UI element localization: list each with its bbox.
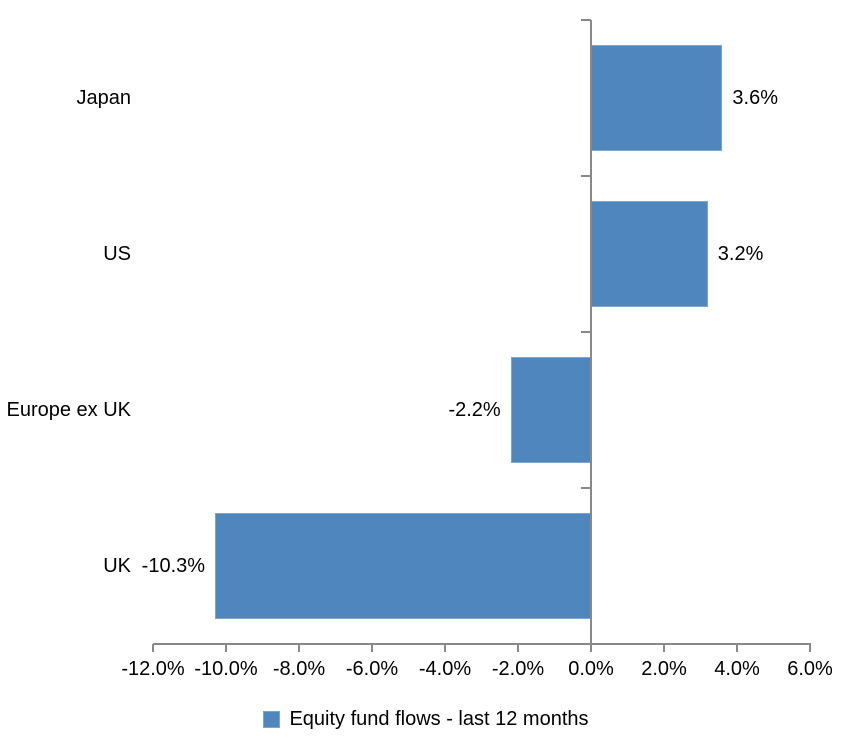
x-tick-2 — [298, 644, 300, 652]
category-tick-0 — [581, 19, 591, 21]
x-tick-label-6: 0.0% — [568, 658, 614, 680]
category-tick-1 — [581, 175, 591, 177]
category-label-europe-ex-uk: Europe ex UK — [6, 399, 131, 421]
x-tick-3 — [371, 644, 373, 652]
bar-uk — [215, 513, 591, 619]
x-tick-6 — [590, 644, 592, 652]
x-tick-0 — [152, 644, 154, 652]
x-tick-1 — [225, 644, 227, 652]
data-label-europe-ex-uk: -2.2% — [448, 399, 501, 421]
category-label-japan: Japan — [76, 87, 132, 109]
category-label-us: US — [103, 243, 131, 265]
data-label-japan: 3.6% — [732, 87, 778, 109]
category-tick-2 — [581, 331, 591, 333]
x-tick-9 — [809, 644, 811, 652]
bar-us — [591, 201, 708, 307]
x-tick-label-0: -12.0% — [121, 658, 185, 680]
x-tick-4 — [444, 644, 446, 652]
legend-label: Equity fund flows - last 12 months — [289, 707, 589, 730]
x-tick-8 — [736, 644, 738, 652]
x-tick-label-4: -4.0% — [418, 658, 472, 680]
category-label-uk: UK — [103, 555, 131, 577]
x-tick-label-9: 6.0% — [787, 658, 833, 680]
bar-japan — [591, 45, 723, 151]
x-tick-label-8: 4.0% — [714, 658, 760, 680]
x-axis-line — [153, 643, 811, 645]
x-tick-label-7: 2.0% — [641, 658, 687, 680]
x-tick-label-2: -8.0% — [272, 658, 326, 680]
x-tick-label-5: -2.0% — [491, 658, 545, 680]
bar-europe-ex-uk — [510, 357, 591, 463]
category-tick-3 — [581, 487, 591, 489]
x-tick-label-1: -10.0% — [194, 658, 258, 680]
legend-swatch-icon — [263, 710, 281, 728]
x-tick-label-3: -6.0% — [345, 658, 399, 680]
x-tick-5 — [517, 644, 519, 652]
legend: Equity fund flows - last 12 months — [0, 704, 852, 734]
x-tick-7 — [663, 644, 665, 652]
y-axis-line — [590, 20, 592, 644]
data-label-uk: -10.3% — [141, 555, 206, 577]
data-label-us: 3.2% — [717, 243, 764, 265]
